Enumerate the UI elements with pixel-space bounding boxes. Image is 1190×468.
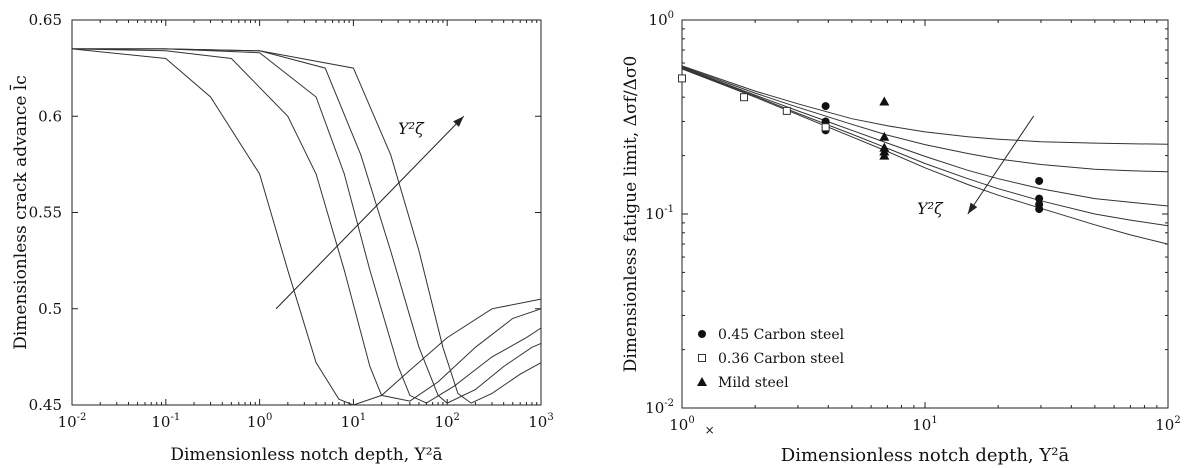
series-line-5 [72, 48, 542, 404]
marker-square-0.36-carbon [782, 106, 791, 115]
y-tick-label: 0.55 [29, 204, 62, 222]
y-tick-label-base: 10 [649, 11, 668, 29]
series-line-1 [71, 48, 542, 406]
y-tick-label-exp: -2 [664, 398, 674, 409]
series-line-2 [71, 48, 542, 402]
x-axis-label: Dimensionless notch depth, Y²ā [170, 445, 442, 465]
x-axis-label: Dimensionless notch depth, Y²ā [781, 445, 1070, 466]
x-tick-label-base: 10 [58, 413, 77, 431]
y-tick-label-base: 10 [645, 399, 664, 417]
x-tick-label-exp: -2 [77, 412, 87, 423]
marker-circle-0.45-carbon [1035, 176, 1044, 185]
y-tick-label: 0.45 [29, 396, 62, 414]
x-tick-label-base: 10 [247, 413, 266, 431]
y-tick-label: 0.65 [29, 11, 62, 29]
legend-label: Mild steel [718, 375, 789, 391]
x-tick-label-base: 10 [1155, 416, 1174, 434]
x-tick-label-exp: 2 [1174, 415, 1180, 426]
legend-marker-circle [698, 330, 706, 338]
legend-label: 0.36 Carbon steel [718, 351, 845, 367]
x-tick-label: 100 [247, 412, 272, 431]
y-tick-label: 0.6 [38, 107, 62, 125]
x-tick-label: 102 [1155, 415, 1180, 434]
marker-triangle-mild [879, 131, 890, 141]
y-tick-label-exp: 0 [668, 10, 674, 21]
x-tick-label: 103 [528, 412, 553, 431]
series-line-3 [681, 66, 1169, 207]
x-axis-extra-mark: × [705, 423, 715, 437]
y-tick-label: 10-1 [645, 204, 674, 223]
legend-marker-triangle [697, 377, 707, 386]
marker-square-0.36-carbon [821, 123, 830, 132]
x-tick-label-exp: 1 [360, 412, 366, 423]
x-tick-label: 100 [669, 415, 694, 434]
x-tick-label-exp: 3 [547, 412, 553, 423]
y-tick-label-base: 10 [645, 205, 664, 223]
marker-triangle-mild [879, 150, 890, 160]
x-tick-label-base: 10 [151, 413, 170, 431]
x-tick-label-base: 10 [669, 416, 688, 434]
x-tick-label-base: 10 [341, 413, 360, 431]
annotation-arrowhead [453, 116, 464, 127]
x-tick-label-exp: 0 [688, 415, 694, 426]
y-tick-label: 10-2 [645, 398, 674, 417]
y-axis-label: Dimensionless fatigue limit, Δσf/Δσ0 [621, 56, 641, 373]
x-tick-label-exp: 2 [454, 412, 460, 423]
marker-triangle-mild [879, 96, 890, 106]
x-tick-label: 102 [434, 412, 459, 431]
marker-square-0.36-carbon [678, 74, 686, 83]
legend-marker-square [698, 354, 706, 362]
y-tick-label: 0.5 [38, 300, 62, 318]
marker-circle-0.45-carbon [821, 102, 830, 111]
x-tick-label: 101 [341, 412, 366, 431]
x-tick-label-base: 10 [528, 413, 547, 431]
x-tick-label: 10-1 [151, 412, 180, 431]
annotation-arrow [275, 115, 465, 310]
y-tick-label-exp: -1 [664, 204, 674, 215]
marker-square-0.36-carbon [740, 93, 749, 102]
x-tick-label-base: 10 [434, 413, 453, 431]
x-tick-label-exp: 1 [931, 415, 937, 426]
x-tick-label-base: 10 [912, 416, 931, 434]
y-axis-label: Dimensionless crack advance l̄c [8, 75, 31, 350]
series-line-1 [681, 65, 1169, 145]
x-tick-label: 101 [912, 415, 937, 434]
x-tick-label-exp: 0 [266, 412, 272, 423]
annotation-label: Y²ζ [917, 199, 944, 218]
x-tick-label-exp: -1 [170, 412, 180, 423]
plot-frame [71, 19, 542, 406]
marker-circle-0.45-carbon [1035, 194, 1044, 203]
legend-label: 0.45 Carbon steel [718, 327, 845, 343]
annotation-label: Y²ζ [398, 119, 425, 138]
series-line-4 [72, 48, 542, 404]
series-line-2 [681, 66, 1169, 173]
series-line-3 [72, 48, 542, 404]
y-tick-label: 100 [649, 10, 674, 29]
annotation-arrow [967, 115, 1035, 215]
x-tick-label: 10-2 [58, 412, 87, 431]
annotation-arrowhead [967, 202, 978, 214]
marker-circle-0.45-carbon [1035, 205, 1044, 214]
left-chart: 10-2 10-1 100 101 102 1030.450.50.550.60.65Y²… [8, 11, 553, 465]
